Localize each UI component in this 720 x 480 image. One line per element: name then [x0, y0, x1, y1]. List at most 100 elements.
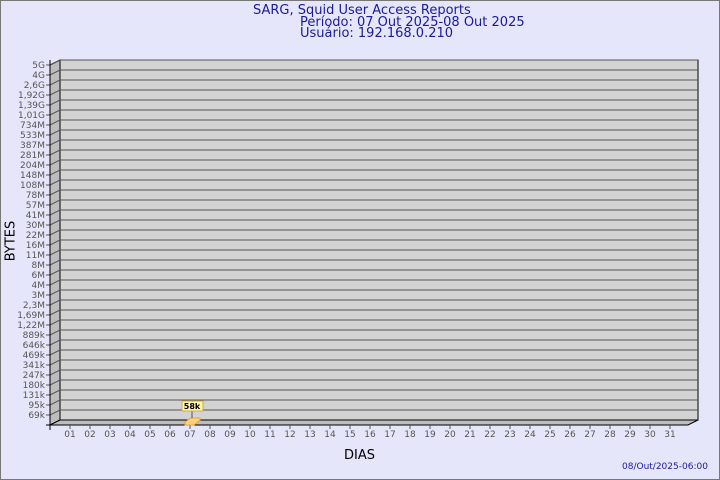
y-gridline	[46, 79, 698, 86]
x-tick-label: 06	[164, 430, 176, 440]
x-tick-label: 23	[504, 430, 515, 440]
x-tick-label: 21	[464, 430, 475, 440]
y-tick-label: 1,69M	[17, 311, 45, 321]
x-tick-label: 19	[424, 430, 436, 440]
x-tick-label: 01	[64, 430, 75, 440]
x-tick-label: 04	[124, 430, 136, 440]
y-tick-label: 78M	[26, 191, 45, 201]
y-tick-label: 22M	[26, 231, 45, 241]
y-tick-label: 1,22M	[17, 321, 45, 331]
x-tick-label: 14	[324, 430, 336, 440]
y-tick-label: 734M	[20, 121, 45, 131]
chart-title: SARG, Squid User Access Reports	[253, 3, 471, 18]
x-tick-label: 08	[204, 430, 216, 440]
y-tick-label: 533M	[20, 131, 45, 141]
bar-label-box	[181, 400, 204, 412]
y-tick-label: 341k	[23, 361, 46, 371]
y-tick-label: 2,3M	[23, 301, 45, 311]
y-gridline	[46, 119, 698, 126]
x-tick-label: 28	[604, 430, 616, 440]
y-tick-label: 1,01G	[18, 111, 45, 121]
plot-floor	[49, 419, 699, 426]
y-gridline	[46, 189, 698, 196]
x-tick-label: 30	[644, 430, 656, 440]
y-gridline	[46, 129, 698, 136]
x-tick-label: 25	[544, 430, 555, 440]
y-tick-label: 1,39G	[18, 101, 45, 111]
y-gridline	[46, 269, 698, 276]
y-tick-label: 180k	[23, 381, 46, 391]
x-tick-label: 12	[284, 430, 295, 440]
y-tick-label: 148M	[20, 171, 45, 181]
y-tick-label: 57M	[26, 201, 45, 211]
y-tick-label: 204M	[20, 161, 45, 171]
y-tick-label: 41M	[26, 211, 45, 221]
chart-subtitle-user: Usuário: 192.168.0.210	[300, 26, 454, 41]
x-tick-label: 26	[564, 430, 576, 440]
y-gridline	[46, 329, 698, 336]
y-gridline	[46, 349, 698, 356]
y-gridline	[46, 309, 698, 316]
y-gridline	[46, 279, 698, 286]
y-gridline	[46, 159, 698, 166]
y-tick-label: 2,6G	[24, 81, 45, 91]
y-tick-label: 281M	[20, 151, 45, 161]
y-tick-label: 3M	[32, 291, 46, 301]
y-tick-label: 131k	[23, 391, 46, 401]
y-gridline	[46, 179, 698, 186]
y-gridline	[46, 409, 698, 416]
y-gridline	[46, 139, 698, 146]
x-tick-label: 05	[144, 430, 155, 440]
x-tick-label: 13	[304, 430, 315, 440]
x-tick-label: 22	[484, 430, 495, 440]
y-gridline	[46, 259, 698, 266]
y-tick-label: 1,92G	[18, 91, 45, 101]
y-gridline	[46, 289, 698, 296]
y-tick-label: 247k	[23, 371, 46, 381]
y-gridline	[46, 399, 698, 406]
y-tick-label: 4M	[32, 281, 46, 291]
y-tick-label: 108M	[20, 181, 45, 191]
bar-07	[184, 417, 201, 426]
y-tick-label: 889k	[23, 331, 46, 341]
y-gridline	[46, 229, 698, 236]
y-gridline	[46, 199, 698, 206]
y-gridline	[46, 379, 698, 386]
y-gridline	[46, 59, 698, 66]
y-gridline	[46, 359, 698, 366]
x-tick-label: 17	[384, 430, 395, 440]
x-tick-label: 03	[104, 430, 115, 440]
y-tick-label: 6M	[32, 271, 46, 281]
y-tick-label: 16M	[26, 241, 45, 251]
y-gridline	[46, 209, 698, 216]
y-gridline	[46, 169, 698, 176]
y-gridline	[46, 239, 698, 246]
y-gridline	[46, 319, 698, 326]
x-axis-label: DIAS	[344, 448, 375, 463]
y-gridline	[46, 109, 698, 116]
y-gridline	[46, 89, 698, 96]
y-gridline	[46, 369, 698, 376]
y-gridline	[46, 249, 698, 256]
x-tick-label: 09	[224, 430, 236, 440]
y-tick-label: 5G	[32, 61, 45, 71]
x-tick-label: 18	[404, 430, 416, 440]
x-tick-label: 24	[524, 430, 536, 440]
y-tick-label: 469k	[23, 351, 46, 361]
y-gridline	[46, 339, 698, 346]
x-tick-label: 31	[664, 430, 675, 440]
y-tick-label: 69k	[28, 411, 45, 421]
y-gridline	[46, 299, 698, 306]
x-tick-label: 02	[84, 430, 95, 440]
x-tick-label: 20	[444, 430, 456, 440]
y-gridline	[46, 69, 698, 76]
y-tick-label: 646k	[23, 341, 46, 351]
x-tick-label: 15	[344, 430, 355, 440]
x-tick-label: 29	[624, 430, 636, 440]
y-tick-label: 30M	[26, 221, 45, 231]
x-tick-label: 10	[244, 430, 256, 440]
timestamp: 08/Out/2025-06:00	[622, 462, 708, 472]
y-tick-label: 8M	[32, 261, 46, 271]
x-tick-label: 16	[364, 430, 376, 440]
